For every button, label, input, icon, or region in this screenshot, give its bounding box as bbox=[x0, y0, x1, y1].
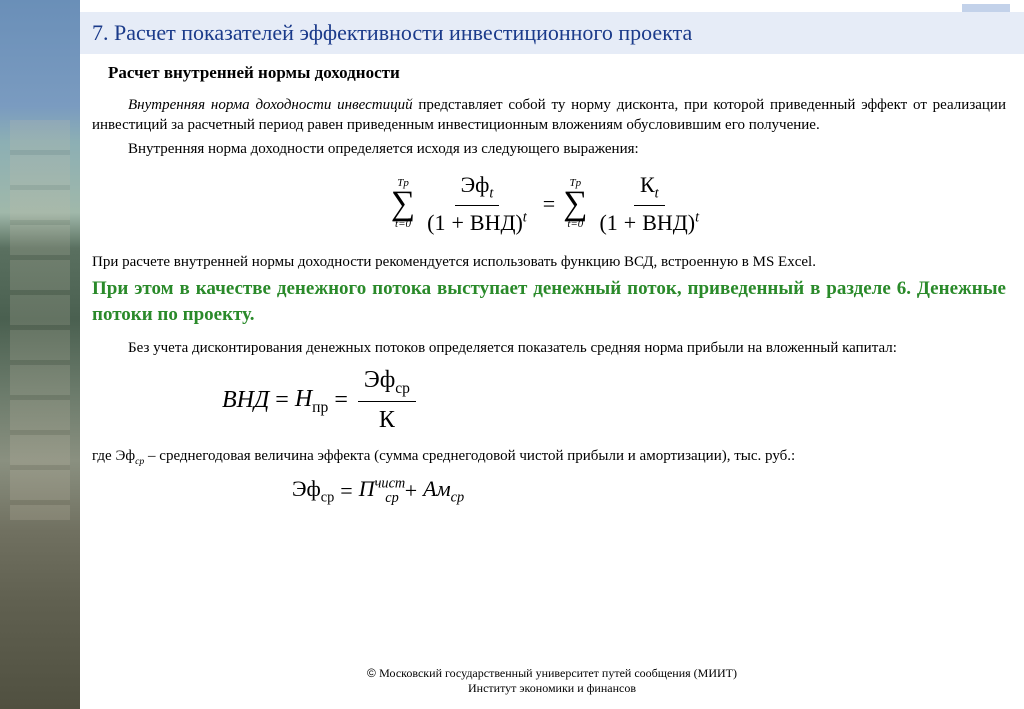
green-note: При этом в качестве денежного потока выс… bbox=[92, 276, 1006, 327]
formula-npr: ВНД = Нпр = Эфср К bbox=[222, 364, 1006, 436]
copyright-symbol: © bbox=[367, 666, 379, 680]
intro-paragraph: Внутренняя норма доходности инвестиций п… bbox=[92, 95, 1006, 136]
subtitle: Расчет внутренней нормы доходности bbox=[108, 62, 1006, 85]
lhs-fraction: Эфt (1+ВНД)t bbox=[421, 170, 533, 238]
sigma-lower: t=0 bbox=[395, 219, 411, 230]
lhs-denominator: (1+ВНД)t bbox=[421, 206, 533, 238]
f3-term2: Амср bbox=[423, 474, 464, 508]
rhs-numerator: Кt bbox=[634, 170, 665, 207]
header-bar: 7. Расчет показателей эффективности инве… bbox=[80, 12, 1024, 54]
f2-mid: Нпр bbox=[295, 383, 329, 418]
sigma-left: Tр ∑ t=0 bbox=[391, 178, 415, 231]
footer: © Московский государственный университет… bbox=[80, 666, 1024, 697]
main-content: Расчет внутренней нормы доходности Внутр… bbox=[92, 62, 1006, 508]
excel-hint: При расчете внутренней нормы доходности … bbox=[92, 252, 1006, 272]
f3-term1: Пчистср bbox=[359, 474, 399, 508]
sigma-right: Tр ∑ t=0 bbox=[563, 178, 587, 231]
f2-fraction: Эфср К bbox=[358, 364, 416, 436]
intro-line2: Внутренняя норма доходности определяется… bbox=[92, 139, 1006, 159]
footer-line1: © Московский государственный университет… bbox=[80, 666, 1024, 682]
footer-line2: Институт экономики и финансов bbox=[80, 681, 1024, 697]
equals-sign: = bbox=[543, 189, 555, 219]
lhs-numerator: Эфt bbox=[455, 170, 500, 207]
sidebar-photo bbox=[0, 0, 80, 709]
before-f2: Без учета дисконтирования денежных поток… bbox=[92, 338, 1006, 358]
sigma-symbol: ∑ bbox=[391, 189, 415, 220]
rhs-fraction: Кt (1+ВНД)t bbox=[593, 170, 705, 238]
formula-ef: Эфср = Пчистср + Амср bbox=[292, 474, 1006, 508]
rhs-denominator: (1+ВНД)t bbox=[593, 206, 705, 238]
page-title: 7. Расчет показателей эффективности инве… bbox=[92, 20, 692, 46]
f2-lhs: ВНД bbox=[222, 384, 269, 416]
f3-lhs: Эфср bbox=[292, 474, 334, 508]
sidebar-building-overlay bbox=[10, 120, 70, 520]
formula-irr: Tр ∑ t=0 Эфt (1+ВНД)t = Tр ∑ t=0 Кt (1+В… bbox=[92, 170, 1006, 238]
intro-lead: Внутренняя норма доходности инвестиций bbox=[128, 97, 413, 113]
where-clause: где Эфср – среднегодовая величина эффект… bbox=[92, 446, 1006, 468]
